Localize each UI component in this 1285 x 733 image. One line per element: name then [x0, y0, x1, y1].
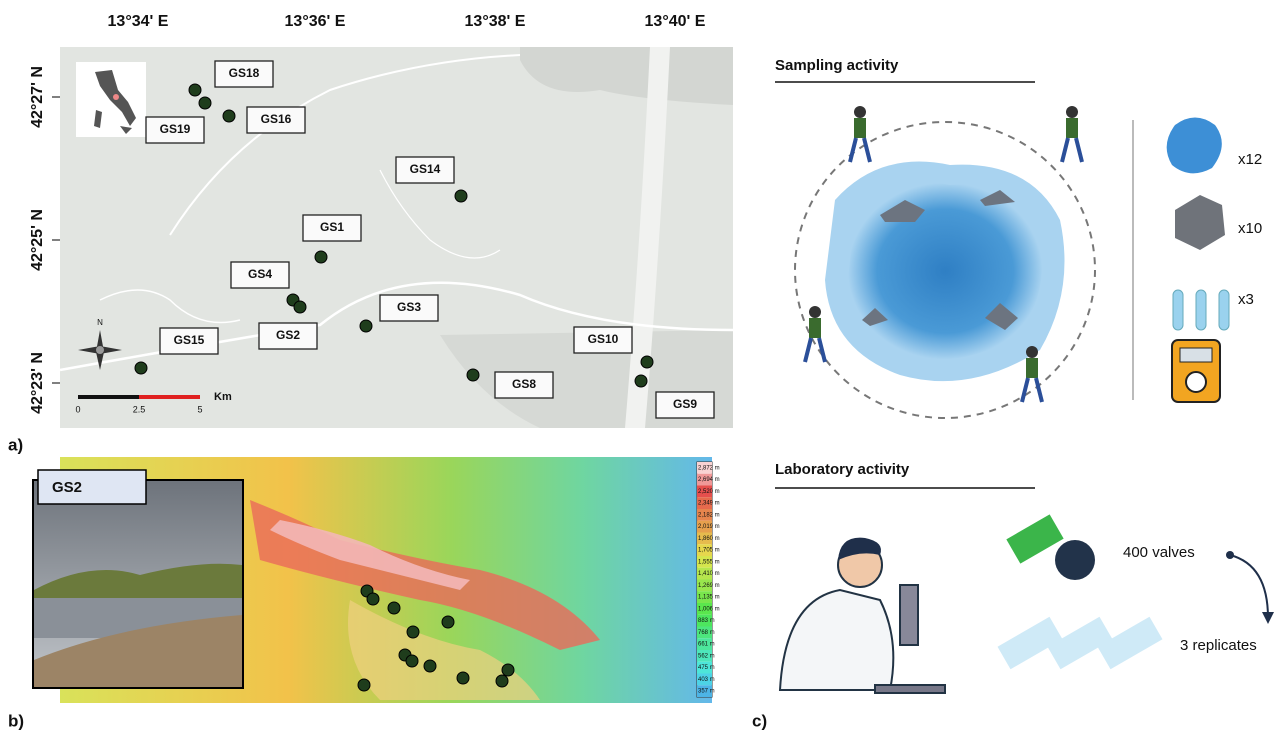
site-label: GS19	[160, 122, 191, 136]
study-area	[113, 94, 119, 100]
panel-label: a)	[8, 435, 23, 454]
site-point	[360, 320, 372, 332]
legend-label: 2,182 m	[698, 512, 720, 518]
site-point	[502, 664, 514, 676]
legend-label: 1,410 m	[698, 571, 720, 577]
sample-icon	[1167, 118, 1222, 174]
legend-label: 2,694 m	[698, 477, 720, 483]
site-label: GS1	[320, 220, 344, 234]
site-point	[388, 602, 400, 614]
map-a: GS18 GS19 GS16 GS14 GS1 GS4 GS2 GS3 GS15 GS10 GS8 G…	[52, 47, 733, 428]
legend-label: 1,860 m	[698, 536, 720, 542]
tube-icon	[1173, 290, 1229, 330]
slide-icon	[1006, 514, 1063, 563]
site-label: GS10	[588, 332, 619, 346]
section-title: Sampling activity	[775, 57, 899, 74]
replicates-text: 3 replicates	[1180, 637, 1257, 654]
legend-label: 403 m	[698, 677, 715, 683]
multimeter-screen	[1180, 348, 1212, 362]
legend-label: 2,520 m	[698, 489, 720, 495]
site-point	[189, 84, 201, 96]
legend-label: 2,872 m	[698, 465, 720, 471]
legend-label: 1,705 m	[698, 548, 720, 554]
north-arrow-center	[96, 346, 104, 354]
site-point	[315, 251, 327, 263]
valves-text: 400 valves	[1123, 544, 1195, 561]
site-point	[135, 362, 147, 374]
scientist	[780, 538, 945, 693]
count: x3	[1238, 291, 1254, 308]
arrow	[1230, 555, 1268, 618]
site-point	[442, 616, 454, 628]
rock-icon	[1175, 195, 1225, 250]
site-label: GS16	[261, 112, 292, 126]
site-point	[641, 356, 653, 368]
pond	[848, 183, 1043, 360]
site-label: GS9	[673, 397, 697, 411]
site-label: GS14	[410, 162, 441, 176]
site-point	[223, 110, 235, 122]
replicate-slides	[998, 617, 1163, 670]
legend-label: 1,135 m	[698, 595, 720, 601]
latitude-label: 42°23' N	[29, 352, 46, 414]
longitude-label: 13°36' E	[285, 13, 346, 30]
longitude-label: 13°38' E	[465, 13, 526, 30]
site-label: GS3	[397, 300, 421, 314]
count: x10	[1238, 220, 1262, 237]
filter-icon	[1055, 540, 1095, 580]
arrow-head	[1262, 612, 1274, 624]
legend-label: 1,006 m	[698, 606, 720, 612]
site-point	[455, 190, 467, 202]
legend-label: 883 m	[698, 618, 715, 624]
scale-tick: 0	[75, 404, 80, 414]
site-point	[635, 375, 647, 387]
section-title: Laboratory activity	[775, 461, 910, 478]
panel-label: c)	[752, 711, 767, 730]
map-b: 2,872 m 2,694 m 2,520 m 2,349 m 2,182 m 2,019…	[33, 457, 720, 703]
scale-bar	[78, 395, 139, 399]
site-point	[407, 626, 419, 638]
latitude-label: 42°27' N	[29, 66, 46, 128]
longitude-label: 13°40' E	[645, 13, 706, 30]
scale-tick: 2.5	[133, 404, 146, 414]
site-point	[199, 97, 211, 109]
multimeter-dial	[1186, 372, 1206, 392]
site-point	[358, 679, 370, 691]
photo-label: GS2	[52, 479, 82, 496]
longitude-label: 13°34' E	[108, 13, 169, 30]
count: x12	[1238, 151, 1262, 168]
legend-label: 562 m	[698, 653, 715, 659]
legend-label: 768 m	[698, 630, 715, 636]
site-point	[367, 593, 379, 605]
site-label: GS18	[229, 66, 260, 80]
site-point	[406, 655, 418, 667]
legend-label: 2,349 m	[698, 501, 720, 507]
scale-unit: Km	[214, 391, 232, 403]
figure: GS18 GS19 GS16 GS14 GS1 GS4 GS2 GS3 GS15 GS10 GS8 G…	[0, 0, 1285, 733]
panel-label: b)	[8, 711, 24, 730]
site-label: GS15	[174, 333, 205, 347]
site-label: GS8	[512, 377, 536, 391]
legend-label: 1,269 m	[698, 583, 720, 589]
site-point	[424, 660, 436, 672]
site-point	[294, 301, 306, 313]
legend-label: 475 m	[698, 665, 715, 671]
legend-label: 357 m	[698, 689, 715, 695]
site-point	[457, 672, 469, 684]
legend-label: 1,555 m	[698, 559, 720, 565]
latitude-label: 42°25' N	[29, 209, 46, 271]
legend-label: 2,019 m	[698, 524, 720, 530]
site-point	[467, 369, 479, 381]
legend-label: 661 m	[698, 642, 715, 648]
scale-tick: 5	[197, 404, 202, 414]
panel-c: Sampling activity x12 x10 x3 Laboratory …	[775, 57, 1274, 693]
site-label: GS2	[276, 328, 300, 342]
scale-bar	[139, 395, 200, 399]
north-label: N	[97, 318, 103, 327]
site-point	[496, 675, 508, 687]
site-label: GS4	[248, 267, 272, 281]
